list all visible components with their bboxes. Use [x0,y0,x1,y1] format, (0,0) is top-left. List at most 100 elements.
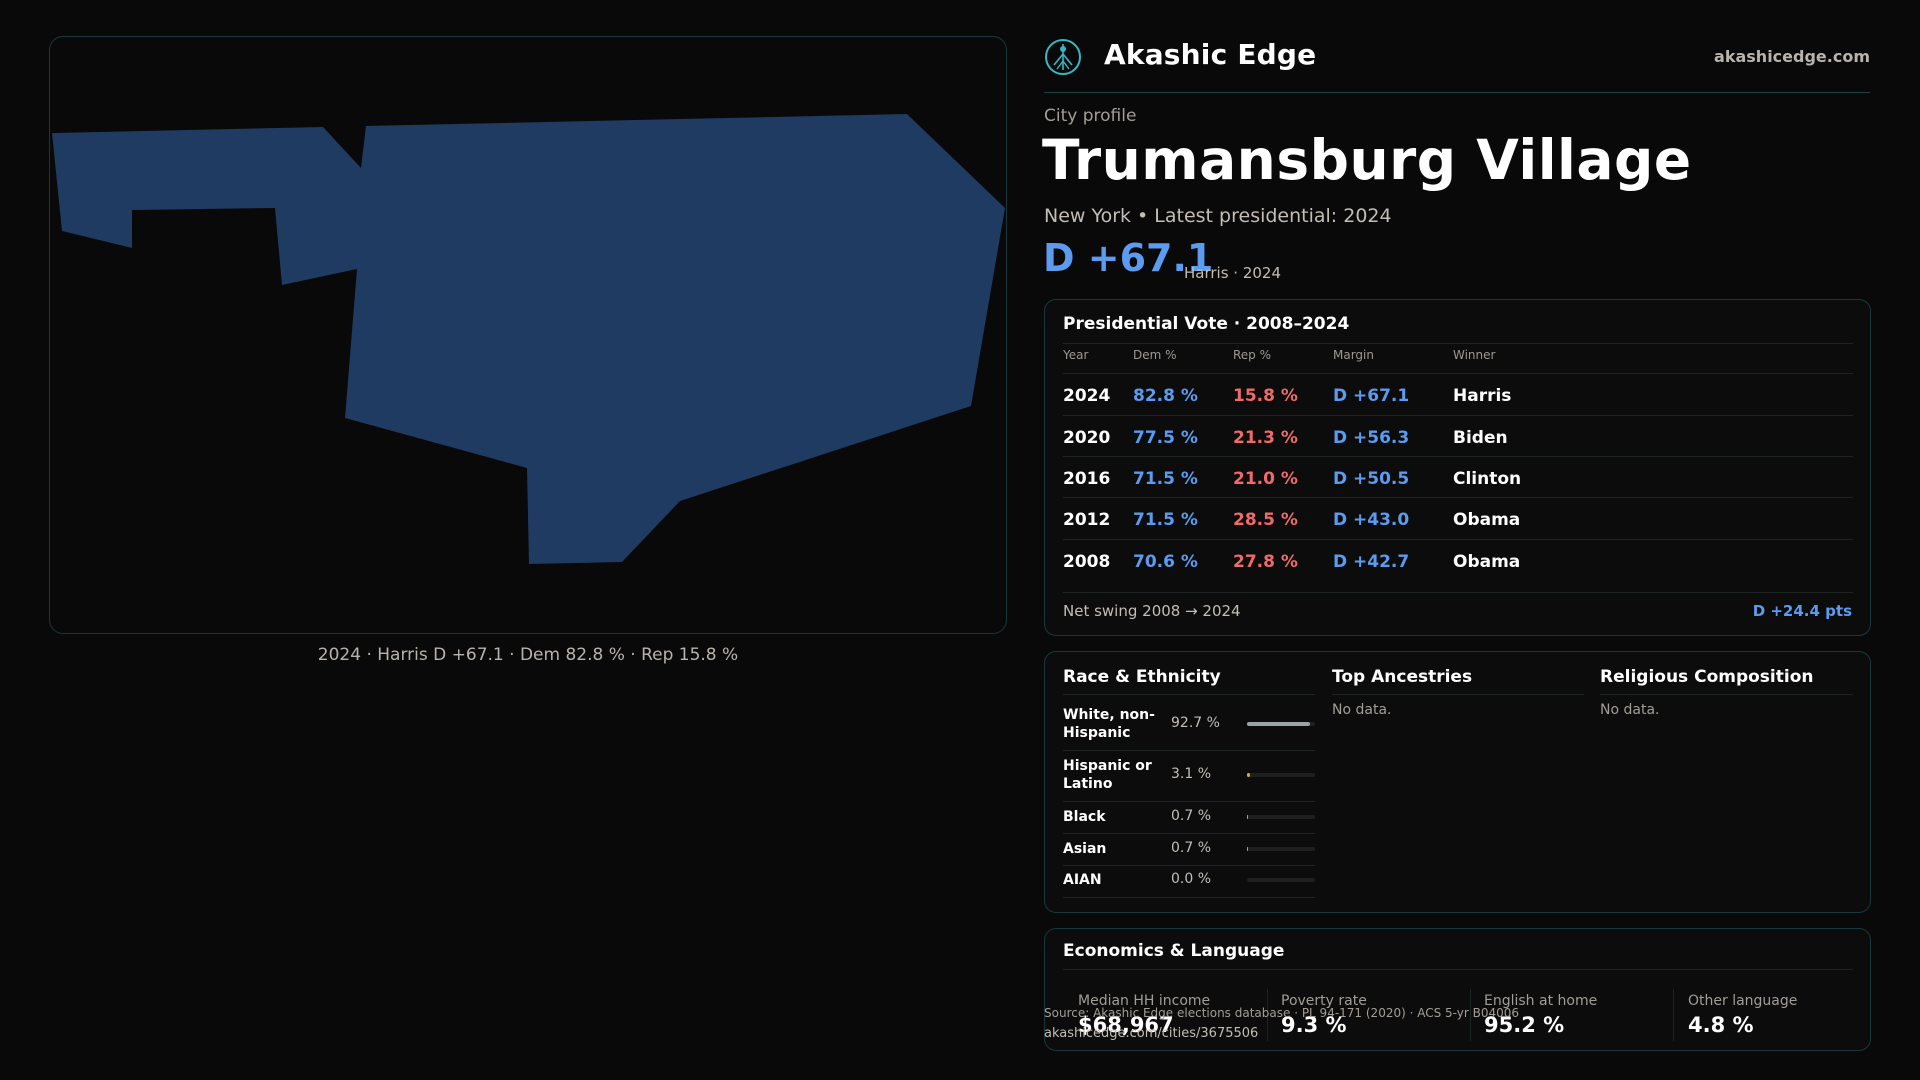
cell-margin: D +56.3 [1333,428,1410,448]
race-label: Black [1063,809,1106,825]
stat-value: 9.3 % [1281,1013,1347,1037]
race-label: White, non-Hispanic [1063,707,1155,741]
race-bar-track [1247,815,1315,819]
page-title: Trumansburg Village [1042,128,1692,192]
ancestries-empty: No data. [1332,702,1392,718]
cell-winner: Obama [1453,552,1521,572]
race-bar-fill [1247,722,1311,726]
profile-label: City profile [1044,106,1137,126]
cell-year: 2016 [1063,469,1111,489]
header-divider [1044,92,1870,93]
card-title: Presidential Vote · 2008–2024 [1063,314,1350,334]
divider [1063,343,1853,344]
presidential-vote-card: Presidential Vote · 2008–2024 Year Dem %… [1044,299,1871,636]
cell-rep: 21.0 % [1233,469,1298,489]
brand-name[interactable]: Akashic Edge [1104,38,1317,71]
cell-rep: 15.8 % [1233,386,1298,406]
cell-margin: D +67.1 [1333,386,1410,406]
stat-label: English at home [1484,993,1598,1009]
table-row: 2008 70.6 % 27.8 % D +42.7 Obama [1063,539,1853,581]
top-ancestries-title: Top Ancestries [1332,667,1473,687]
headline-margin: D +67.1 [1043,236,1214,280]
map-caption: 2024 · Harris D +67.1 · Dem 82.8 % · Rep… [317,645,739,665]
table-row: 2012 71.5 % 28.5 % D +43.0 Obama [1063,497,1853,539]
cell-year: 2024 [1063,386,1111,406]
stat-label: Poverty rate [1281,993,1367,1009]
cell-winner: Clinton [1453,469,1522,489]
economics-language-card: Economics & Language Median HH income $6… [1044,928,1871,1051]
stat-value: 4.8 % [1688,1013,1754,1037]
city-subtitle: New York • Latest presidential: 2024 [1044,205,1392,227]
cell-year: 2020 [1063,428,1111,448]
race-bar-track [1247,722,1315,726]
divider [1332,694,1584,695]
cell-dem: 71.5 % [1133,469,1198,489]
race-pct: 0.7 % [1171,808,1212,824]
race-row: Asian 0.7 % [1063,834,1315,866]
cell-winner: Obama [1453,510,1521,530]
race-row: AIAN 0.0 % [1063,866,1315,898]
religion-empty: No data. [1600,702,1660,718]
column-header-winner: Winner [1453,348,1496,362]
site-header: Akashic Edge akashicedge.com [1044,36,1870,76]
column-header-dem: Dem % [1133,348,1177,362]
city-boundary-shape [52,114,1005,564]
cell-dem: 82.8 % [1133,386,1198,406]
race-ethnicity-title: Race & Ethnicity [1063,667,1221,687]
race-pct: 92.7 % [1171,715,1220,731]
column-header-margin: Margin [1333,348,1374,362]
cell-dem: 70.6 % [1133,552,1198,572]
race-pct: 3.1 % [1171,766,1212,782]
divider [1063,694,1315,695]
stat-value: $68,967 [1078,1013,1174,1037]
demographics-card: Race & Ethnicity White, non-Hispanic 92.… [1044,651,1871,913]
tree-of-life-icon[interactable] [1044,38,1082,76]
race-bar-track [1247,847,1315,851]
cell-year: 2012 [1063,510,1111,530]
stat-label: Other language [1688,993,1798,1009]
race-label: AIAN [1063,872,1102,888]
divider [1470,989,1471,1041]
net-swing-label: Net swing 2008 → 2024 [1063,602,1241,620]
race-row: White, non-Hispanic 92.7 % [1063,704,1315,751]
cell-margin: D +50.5 [1333,469,1410,489]
stat-value: 95.2 % [1484,1013,1565,1037]
net-swing-value: D +24.4 pts [1752,602,1852,620]
divider [1673,989,1674,1041]
cell-rep: 27.8 % [1233,552,1298,572]
city-boundary-map [49,36,1007,634]
race-label: Hispanic or Latino [1063,758,1152,792]
divider [1063,969,1853,970]
race-bar-fill [1247,773,1250,777]
divider [1600,694,1853,695]
cell-dem: 71.5 % [1133,510,1198,530]
race-label: Asian [1063,841,1107,857]
race-bar-track [1247,773,1315,777]
column-header-rep: Rep % [1233,348,1272,362]
cell-rep: 28.5 % [1233,510,1298,530]
cell-winner: Biden [1453,428,1508,448]
stat-label: Median HH income [1078,993,1211,1009]
race-bar-track [1247,878,1315,882]
divider [1267,989,1268,1041]
page-url-link[interactable]: akashicedge.com/cities/3675506 [1044,1026,1259,1041]
cell-margin: D +42.7 [1333,552,1410,572]
headline-margin-note: Harris · 2024 [1184,264,1282,282]
religious-composition-title: Religious Composition [1600,667,1814,687]
cell-dem: 77.5 % [1133,428,1198,448]
column-header-year: Year [1063,348,1089,362]
card-title: Economics & Language [1063,941,1285,961]
race-row: Black 0.7 % [1063,802,1315,834]
map-canvas [52,114,1005,564]
cell-rep: 21.3 % [1233,428,1298,448]
brand-url-link[interactable]: akashicedge.com [1714,47,1870,66]
divider [1063,592,1853,593]
cell-margin: D +43.0 [1333,510,1410,530]
table-row: 2020 77.5 % 21.3 % D +56.3 Biden [1063,415,1853,457]
table-row: 2016 71.5 % 21.0 % D +50.5 Clinton [1063,456,1853,498]
table-row: 2024 82.8 % 15.8 % D +67.1 Harris [1063,373,1853,415]
race-pct: 0.0 % [1171,871,1212,887]
cell-year: 2008 [1063,552,1111,572]
cell-winner: Harris [1453,386,1512,406]
